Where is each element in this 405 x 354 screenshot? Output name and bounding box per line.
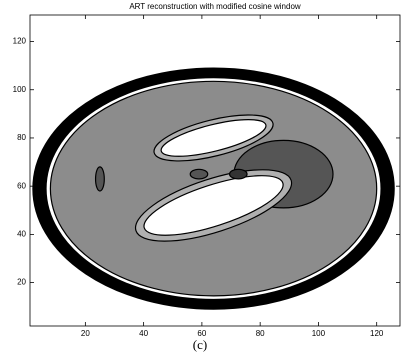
- x-tick-label: 60: [197, 329, 206, 338]
- x-tick-label: 40: [139, 329, 148, 338]
- contour-region: [190, 169, 207, 179]
- contour-region: [230, 169, 247, 179]
- chart-title: ART reconstruction with modified cosine …: [129, 2, 301, 11]
- chart: ART reconstruction with modified cosine …: [0, 0, 405, 354]
- y-tick-label: 80: [17, 133, 26, 142]
- page: ART reconstruction with modified cosine …: [0, 0, 405, 354]
- y-tick-label: 60: [17, 181, 26, 190]
- x-tick-label: 20: [81, 329, 90, 338]
- y-tick-label: 40: [17, 229, 26, 238]
- y-tick-label: 20: [17, 278, 26, 287]
- caption: (c): [193, 337, 207, 352]
- contour-region: [96, 167, 105, 191]
- x-tick-label: 100: [312, 329, 326, 338]
- y-tick-label: 120: [13, 37, 27, 46]
- y-tick-label: 100: [13, 85, 27, 94]
- x-tick-label: 80: [256, 329, 265, 338]
- x-tick-label: 120: [370, 329, 384, 338]
